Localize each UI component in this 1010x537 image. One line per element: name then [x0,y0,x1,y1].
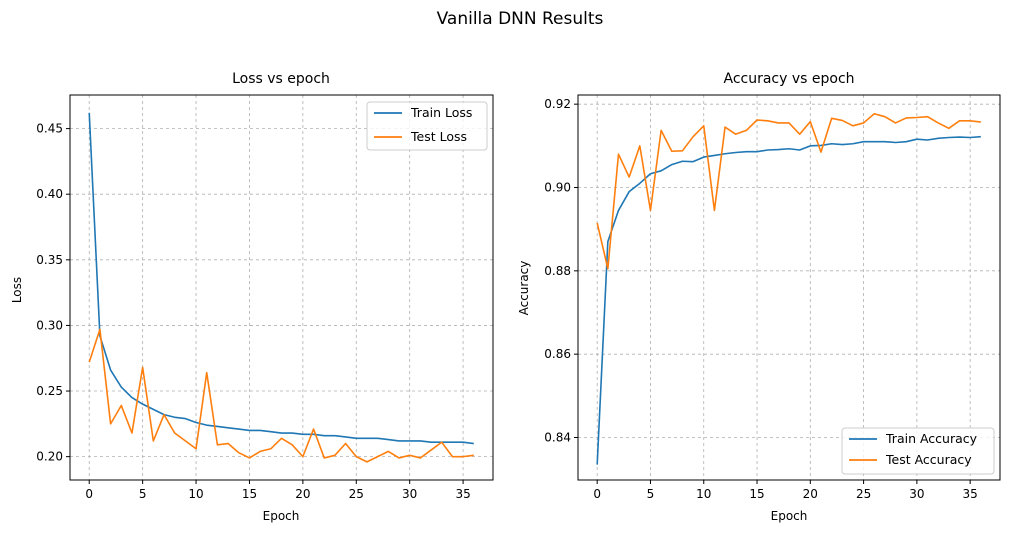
series-line-test-accuracy [596,112,981,270]
legend-frame [841,427,995,475]
accuracy-chart-y-tick-label: 0.92 [544,97,571,111]
series-line-train-loss [88,112,474,445]
accuracy-chart-x-tick-label: 0 [593,487,601,501]
accuracy-chart-y-tick-label: 0.88 [544,264,571,278]
loss-chart-ylabel: Loss [10,277,24,303]
loss-chart-x-tick-label: 10 [188,487,203,501]
loss-chart-y-tick-label: 0.35 [36,253,63,267]
accuracy-chart-ylabel: Accuracy [517,261,531,316]
accuracy-chart-x-tick-label: 25 [856,487,871,501]
accuracy-chart-grid [578,95,1000,480]
loss-chart-y-tick-label: 0.30 [36,318,63,332]
accuracy-chart-y-tick-label: 0.84 [544,431,571,445]
accuracy-chart-x-tick-label: 35 [963,487,978,501]
legend-test-loss-label: Test Loss [410,129,467,144]
loss-chart-ticks: 0 5 10 15 20 25 30 35 0.20 0.25 0.30 0.35 0.40 0.45 [36,122,470,501]
loss-chart-x-tick-label: 0 [85,487,93,501]
loss-chart: Loss vs epoch Epoch Loss 0 5 10 15 20 25 30 350… [10,71,494,523]
loss-chart-y-tick-label: 0.40 [36,187,63,201]
accuracy-chart-y-tick-label: 0.90 [544,181,571,195]
loss-chart-x-tick-label: 35 [455,487,470,501]
loss-chart-x-tick-label: 15 [242,487,257,501]
accuracy-chart-x-tick-label: 5 [647,487,655,501]
accuracy-chart-axes-frame [577,94,1001,481]
accuracy-chart-ticks: 0 5 10 15 20 25 30 35 0.84 0.86 0.88 0.90 0.92 [544,97,978,501]
legend-train-accuracy-label: Train Accuracy [885,431,978,446]
legend-train-loss-label: Train Loss [410,105,472,120]
accuracy-chart-series [596,112,981,465]
loss-chart-series [88,112,474,463]
accuracy-chart-x-tick-label: 15 [749,487,764,501]
loss-chart-x-tick-label: 20 [295,487,310,501]
loss-chart-x-tick-label: 5 [139,487,147,501]
loss-chart-title: Loss vs epoch [232,71,330,87]
loss-chart-x-tick-label: 25 [349,487,364,501]
accuracy-chart-xlabel: Epoch [771,509,808,523]
loss-chart-x-tick-label: 30 [402,487,417,501]
accuracy-chart-y-tick-label: 0.86 [544,347,571,361]
loss-chart-y-tick-label: 0.25 [36,384,63,398]
legend-frame [366,101,488,151]
loss-chart-legend: Train Loss Test Loss [366,101,488,151]
loss-chart-y-tick-label: 0.20 [36,450,63,464]
loss-chart-grid [70,95,493,480]
figure-title: Vanilla DNN Results [437,9,604,29]
series-line-test-loss [88,328,474,463]
loss-chart-xlabel: Epoch [263,509,300,523]
series-line-train-accuracy [596,135,981,465]
loss-chart-axes-frame [69,94,494,481]
accuracy-chart-legend: Train Accuracy Test Accuracy [841,427,995,475]
accuracy-chart: Accuracy vs epoch Epoch Accuracy 0 5 10 15 2… [517,71,1001,523]
legend-test-accuracy-label: Test Accuracy [885,452,972,467]
loss-chart-y-tick-label: 0.45 [36,122,63,136]
accuracy-chart-x-tick-label: 30 [909,487,924,501]
accuracy-chart-title: Accuracy vs epoch [723,71,854,87]
accuracy-chart-x-tick-label: 10 [696,487,711,501]
accuracy-chart-x-tick-label: 20 [803,487,818,501]
